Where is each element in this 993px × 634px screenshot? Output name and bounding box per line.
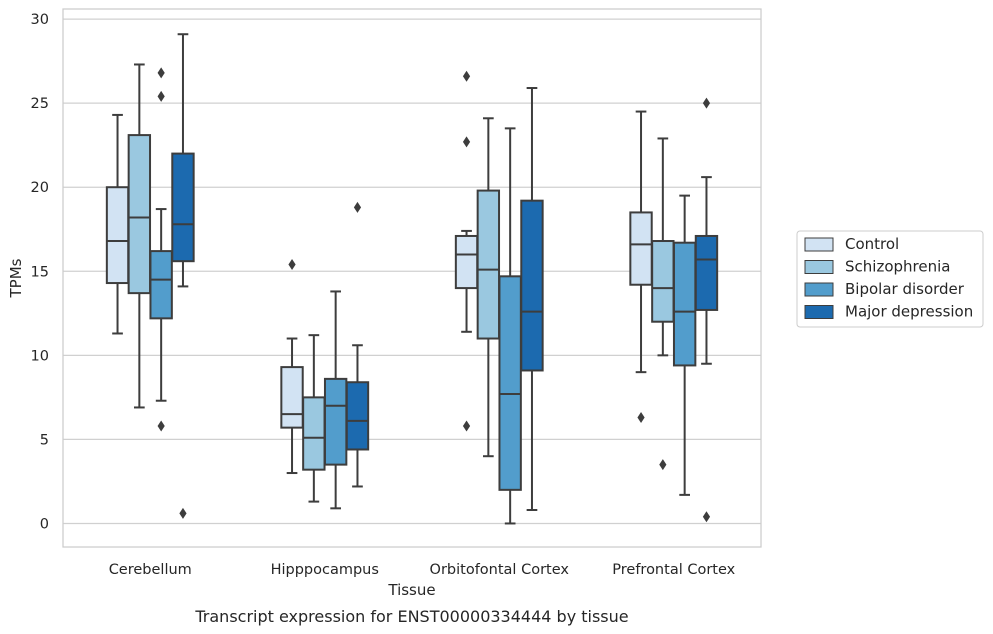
box-iqr bbox=[323, 377, 348, 466]
legend-label-schizophrenia: Schizophrenia bbox=[845, 258, 950, 276]
legend-swatch-schizophrenia bbox=[804, 260, 834, 274]
outlier-point bbox=[288, 259, 296, 271]
y-tick-label-30: 30 bbox=[31, 12, 49, 28]
box-iqr bbox=[672, 241, 697, 367]
y-tick-labels: 0 5 10 15 20 25 30 bbox=[31, 12, 49, 532]
y-tick-label-15: 15 bbox=[31, 264, 49, 280]
outlier-point bbox=[353, 201, 362, 213]
x-tick-label-hipppocampus: Hipppocampus bbox=[271, 562, 379, 578]
legend-swatch-bipolar-disorder bbox=[804, 282, 834, 297]
outlier-point bbox=[462, 70, 471, 82]
plot-frame bbox=[62, 8, 762, 548]
box-major-depression-orbitofontal-cortex bbox=[520, 87, 544, 512]
legend-swatch-control bbox=[804, 237, 834, 252]
box-major-depression-hipppocampus bbox=[345, 201, 370, 488]
outlier-point bbox=[462, 136, 471, 148]
box-bipolar-disorder-prefrontal-cortex bbox=[672, 194, 697, 496]
x-tick-label-prefrontal-cortex: Prefrontal Cortex bbox=[612, 562, 735, 578]
box-bipolar-disorder-orbitofontal-cortex bbox=[498, 127, 522, 525]
x-tick-labels: Cerebellum Hipppocampus Orbitofontal Corte… bbox=[109, 562, 736, 578]
box-schizophrenia-prefrontal-cortex bbox=[651, 137, 675, 471]
x-tick-label-cerebellum: Cerebellum bbox=[109, 562, 192, 578]
box-iqr bbox=[651, 240, 675, 323]
legend: Control Schizophrenia Bipolar disorder Majo… bbox=[796, 230, 984, 328]
box-major-depression-prefrontal-cortex bbox=[694, 97, 719, 523]
outlier-point bbox=[179, 507, 187, 519]
box-bipolar-disorder-cerebellum bbox=[149, 67, 173, 432]
y-tick-label-0: 0 bbox=[40, 516, 49, 532]
y-tick-label-10: 10 bbox=[31, 348, 49, 364]
outlier-point bbox=[702, 97, 711, 109]
outlier-point bbox=[157, 67, 165, 79]
x-axis-title: Tissue bbox=[387, 581, 435, 599]
box-iqr bbox=[694, 234, 719, 311]
box-schizophrenia-cerebellum bbox=[127, 63, 152, 409]
box-iqr bbox=[345, 381, 370, 451]
box-iqr bbox=[476, 189, 501, 340]
legend-label-major-depression: Major depression bbox=[845, 303, 973, 321]
box-iqr bbox=[149, 250, 173, 320]
box-bipolar-disorder-hipppocampus bbox=[323, 290, 348, 510]
outlier-point bbox=[659, 459, 667, 471]
box-iqr bbox=[302, 396, 326, 471]
box-iqr bbox=[629, 211, 653, 286]
x-tick-label-orbitofontal-cortex: Orbitofontal Cortex bbox=[430, 562, 570, 578]
legend-swatch-major-depression bbox=[804, 305, 834, 319]
gridlines bbox=[63, 18, 761, 525]
box-iqr bbox=[498, 275, 522, 491]
legend-label-control: Control bbox=[845, 235, 899, 253]
outlier-point bbox=[157, 420, 165, 432]
outlier-point bbox=[157, 90, 165, 102]
box-iqr bbox=[454, 234, 479, 290]
y-tick-label-5: 5 bbox=[40, 432, 49, 448]
legend-label-bipolar-disorder: Bipolar disorder bbox=[845, 280, 965, 298]
boxes bbox=[105, 33, 719, 525]
box-iqr bbox=[105, 186, 130, 285]
y-tick-label-25: 25 bbox=[31, 96, 49, 112]
legend-frame bbox=[796, 230, 984, 328]
box-schizophrenia-hipppocampus bbox=[302, 334, 326, 503]
box-iqr bbox=[280, 366, 304, 429]
box-iqr bbox=[171, 152, 195, 263]
outlier-point bbox=[462, 420, 471, 432]
y-axis-title: TPMs bbox=[7, 258, 25, 298]
box-schizophrenia-orbitofontal-cortex bbox=[476, 117, 501, 458]
box-control-orbitofontal-cortex bbox=[454, 70, 479, 432]
box-control-cerebellum bbox=[105, 113, 130, 335]
y-tick-label-20: 20 bbox=[31, 180, 49, 196]
box-major-depression-cerebellum bbox=[171, 33, 195, 519]
outlier-point bbox=[637, 412, 645, 424]
outlier-point bbox=[702, 511, 711, 523]
box-iqr bbox=[127, 134, 152, 295]
box-iqr bbox=[520, 199, 544, 372]
chart-caption: Transcript expression for ENST0000033444… bbox=[194, 607, 628, 626]
